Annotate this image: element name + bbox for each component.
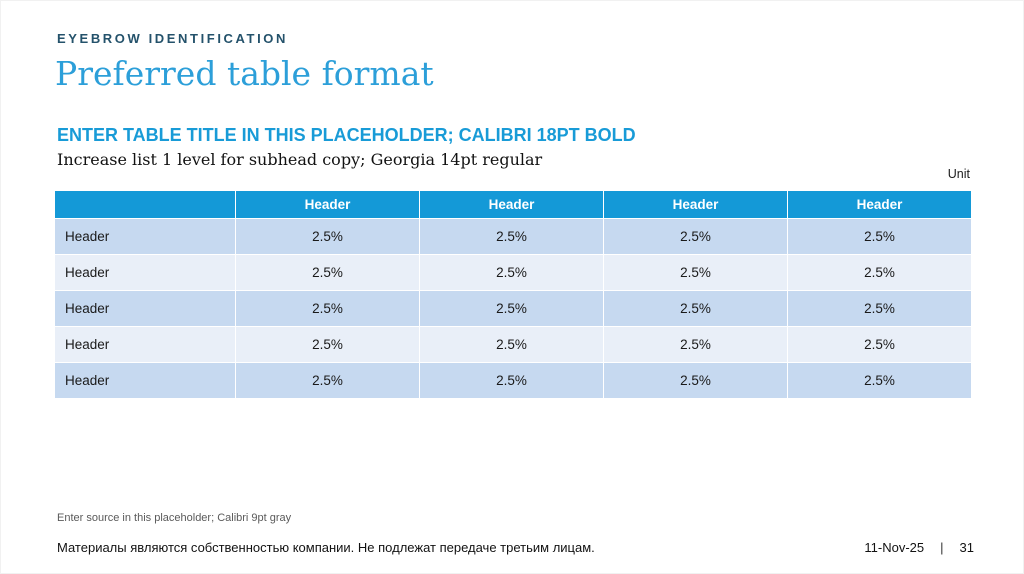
value-cell: 2.5%	[235, 254, 420, 291]
value-cell: 2.5%	[419, 290, 604, 327]
value-cell: 2.5%	[419, 254, 604, 291]
value-cell: 2.5%	[235, 290, 420, 327]
value-cell: 2.5%	[603, 326, 788, 363]
date-page-footer: 11-Nov-25 | 31	[864, 540, 974, 555]
table-row: Header 2.5% 2.5% 2.5% 2.5%	[54, 290, 972, 327]
unit-label: Unit	[947, 167, 970, 181]
value-cell: 2.5%	[603, 254, 788, 291]
value-cell: 2.5%	[603, 362, 788, 399]
value-cell: 2.5%	[787, 326, 972, 363]
table-column-header: Header	[787, 190, 972, 219]
table-column-header: Header	[419, 190, 604, 219]
row-header-cell: Header	[54, 326, 236, 363]
footer-separator: |	[940, 540, 944, 555]
table-row: Header 2.5% 2.5% 2.5% 2.5%	[54, 218, 972, 255]
value-cell: 2.5%	[787, 290, 972, 327]
slide-title: Preferred table format	[55, 54, 434, 93]
value-cell: 2.5%	[419, 326, 604, 363]
value-cell: 2.5%	[235, 326, 420, 363]
row-header-cell: Header	[54, 290, 236, 327]
source-placeholder: Enter source in this placeholder; Calibr…	[57, 512, 292, 524]
value-cell: 2.5%	[419, 218, 604, 255]
slide-date: 11-Nov-25	[864, 540, 925, 555]
value-cell: 2.5%	[603, 290, 788, 327]
value-cell: 2.5%	[787, 254, 972, 291]
row-header-cell: Header	[54, 254, 236, 291]
row-header-cell: Header	[54, 362, 236, 399]
table-title-placeholder: ENTER TABLE TITLE IN THIS PLACEHOLDER; C…	[57, 125, 636, 145]
table-subhead: Increase list 1 level for subhead copy; …	[57, 150, 543, 169]
eyebrow-label: EYEBROW IDENTIFICATION	[57, 31, 289, 46]
page-number: 31	[959, 540, 974, 555]
value-cell: 2.5%	[419, 362, 604, 399]
value-cell: 2.5%	[603, 218, 788, 255]
row-header-cell: Header	[54, 218, 236, 255]
value-cell: 2.5%	[787, 218, 972, 255]
value-cell: 2.5%	[787, 362, 972, 399]
table-column-header: Header	[235, 190, 420, 219]
confidentiality-disclaimer: Материалы являются собственностью компан…	[57, 540, 595, 555]
table-header-row: Header Header Header Header	[54, 190, 972, 219]
table-row: Header 2.5% 2.5% 2.5% 2.5%	[54, 326, 972, 363]
value-cell: 2.5%	[235, 218, 420, 255]
value-cell: 2.5%	[235, 362, 420, 399]
table-row: Header 2.5% 2.5% 2.5% 2.5%	[54, 254, 972, 291]
table-corner-cell	[54, 190, 236, 219]
table-column-header: Header	[603, 190, 788, 219]
table-row: Header 2.5% 2.5% 2.5% 2.5%	[54, 362, 972, 399]
data-table: Header Header Header Header Header 2.5% …	[54, 190, 972, 399]
